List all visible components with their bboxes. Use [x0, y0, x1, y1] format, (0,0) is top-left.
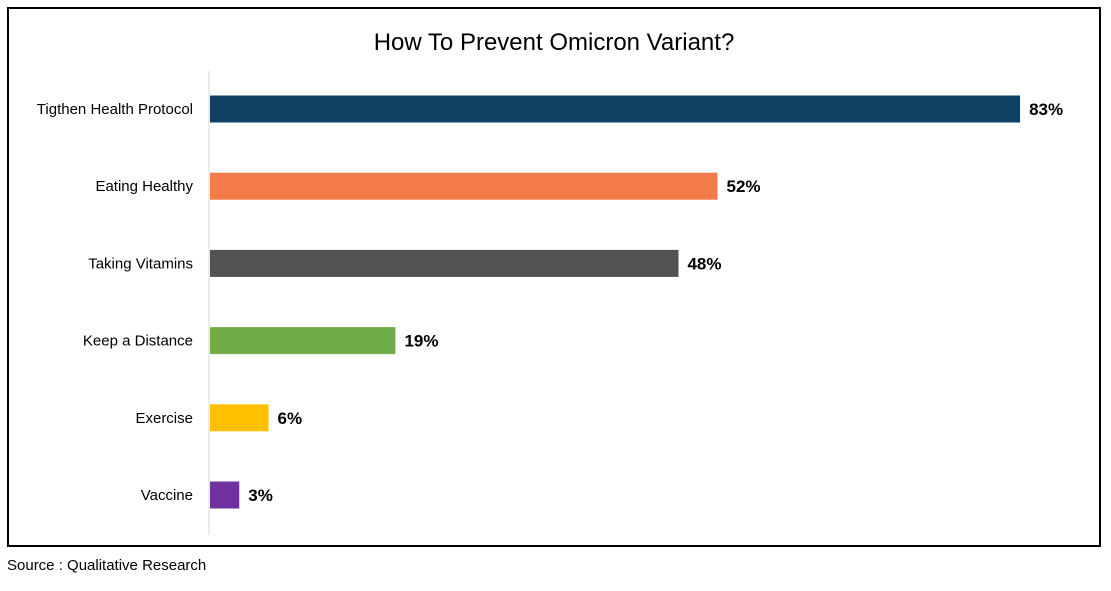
- source-note: Source : Qualitative Research: [7, 557, 207, 574]
- category-label: Exercise: [135, 410, 193, 427]
- data-label: 52%: [727, 177, 761, 196]
- category-label: Keep a Distance: [83, 333, 193, 350]
- category-label: Taking Vitamins: [88, 255, 193, 272]
- data-label: 83%: [1029, 100, 1063, 119]
- data-label: 3%: [248, 486, 273, 505]
- bar: [210, 172, 718, 200]
- chart-title: How To Prevent Omicron Variant?: [373, 29, 735, 56]
- data-label: 19%: [404, 332, 438, 351]
- data-label: 6%: [278, 409, 303, 428]
- bar: [210, 249, 679, 277]
- bar: [210, 327, 396, 355]
- chart-plot: Tigthen Health Protocol 83% Eating Healthy…: [37, 71, 1063, 535]
- category-label: Tigthen Health Protocol: [37, 101, 193, 118]
- bar: [210, 481, 240, 509]
- category-label: Eating Healthy: [95, 178, 193, 195]
- data-label: 48%: [687, 254, 721, 273]
- bar: [210, 404, 269, 432]
- category-label: Vaccine: [141, 487, 193, 504]
- chart-frame: How To Prevent Omicron Variant? Tigthen …: [7, 7, 1101, 547]
- bar: [210, 95, 1021, 123]
